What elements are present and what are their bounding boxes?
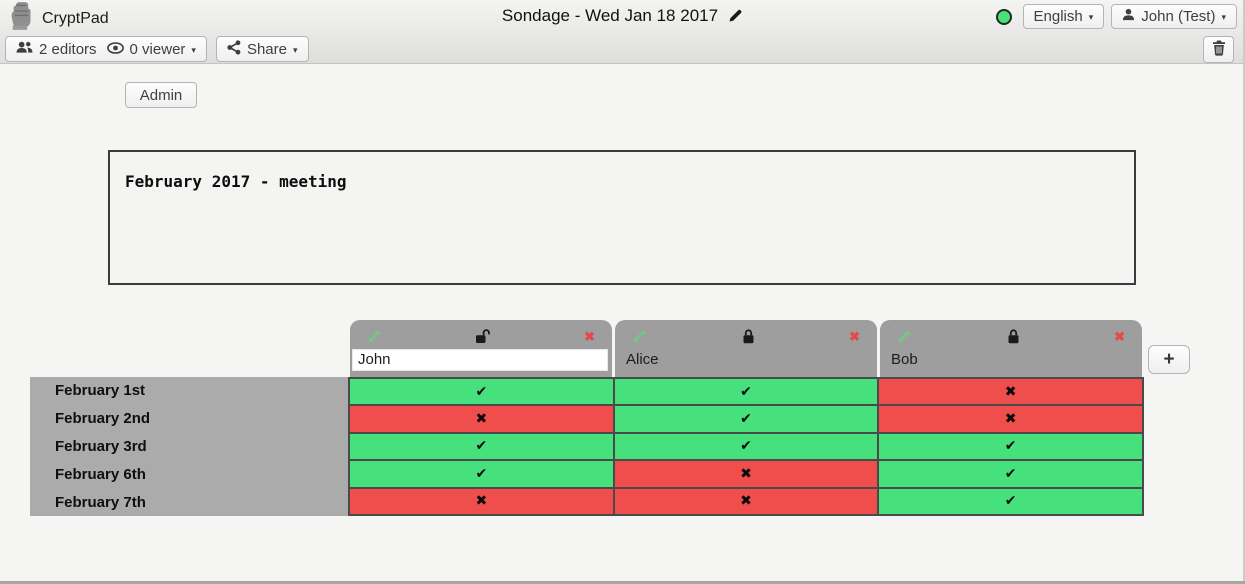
poll-vote-cell-no[interactable]: ✖ [879, 379, 1142, 405]
poll-vote-cell-yes[interactable]: ✔ [350, 379, 613, 405]
poll-column-tab: ✖ Bob [880, 320, 1142, 377]
column-name-input[interactable] [352, 348, 608, 371]
poll-row-label: February 3rd [55, 437, 147, 455]
remove-column-icon[interactable]: ✖ [1114, 329, 1125, 344]
poll-description-textarea[interactable]: February 2017 - meeting [108, 150, 1136, 285]
remove-column-icon[interactable]: ✖ [849, 329, 860, 344]
poll-row-label: February 7th [55, 493, 146, 511]
document-title: Sondage - Wed Jan 18 2017 [501, 6, 719, 25]
window-right-edge [1243, 0, 1245, 584]
user-icon [1122, 8, 1135, 25]
column-name-label: Bob [891, 351, 918, 368]
admin-button[interactable]: Admin [125, 82, 197, 108]
window-bottom-edge [0, 581, 1245, 584]
poll-vote-cell-no[interactable]: ✖ [614, 461, 878, 487]
rename-pencil-icon[interactable] [727, 8, 743, 24]
poll-vote-grid: ✔ ✔ ✖ ✖ ✔ ✖ ✔ ✔ ✔ ✔ ✖ ✔ ✖ ✖ ✔ [348, 377, 1144, 516]
lock-closed-icon[interactable] [1007, 329, 1020, 344]
lock-open-icon[interactable] [475, 329, 492, 344]
document-title-area: Sondage - Wed Jan 18 2017 [502, 0, 743, 32]
toolbar-left-buttons: 2 editors 0 viewer ▾ [5, 36, 309, 62]
toolbar: CryptPad Sondage - Wed Jan 18 2017 Engli… [0, 0, 1245, 64]
connection-status-dot [995, 8, 1012, 25]
chevron-down-icon: ▾ [1221, 12, 1226, 22]
chevron-down-icon: ▾ [1088, 12, 1094, 22]
poll-row-labels: February 1st February 2nd February 3rd Febr… [30, 377, 348, 516]
share-dropdown[interactable]: Share ▾ [215, 36, 309, 62]
poll-vote-cell-yes[interactable]: ✔ [350, 461, 613, 487]
edit-column-pencil-icon[interactable] [367, 329, 382, 344]
poll-vote-cell-no[interactable]: ✖ [614, 488, 878, 514]
poll-vote-cell-yes[interactable]: ✔ [614, 433, 878, 460]
poll-vote-cell-yes[interactable]: ✔ [879, 488, 1142, 514]
poll-row-label: February 6th [55, 465, 146, 483]
lock-closed-icon[interactable] [742, 329, 755, 344]
poll-vote-cell-yes[interactable]: ✔ [879, 461, 1142, 487]
poll-vote-cell-no[interactable]: ✖ [350, 406, 613, 432]
viewers-eye-icon [106, 41, 124, 58]
user-label: John (Test) [1141, 8, 1216, 25]
column-name-label: Alice [626, 351, 659, 368]
poll-row-label: February 1st [55, 382, 146, 400]
trash-button[interactable] [1203, 36, 1234, 63]
poll-vote-cell-no[interactable]: ✖ [879, 406, 1142, 432]
toolbar-row-top: CryptPad Sondage - Wed Jan 18 2017 Engli… [0, 0, 1245, 32]
users-viewers-dropdown[interactable]: 2 editors 0 viewer ▾ [5, 36, 207, 62]
editors-icon [16, 40, 33, 58]
edit-column-pencil-icon[interactable] [897, 329, 912, 344]
user-menu-dropdown[interactable]: John (Test) ▾ [1111, 4, 1237, 29]
remove-column-icon[interactable]: ✖ [584, 329, 595, 344]
cryptpad-fist-icon [7, 1, 34, 36]
share-icon [227, 39, 241, 59]
poll-vote-cell-yes[interactable]: ✔ [614, 406, 878, 432]
poll-column-tab: ✖ Alice [615, 320, 877, 377]
poll-vote-cell-yes[interactable]: ✔ [879, 433, 1142, 460]
poll-vote-cell-no[interactable]: ✖ [350, 488, 613, 514]
edit-column-pencil-icon[interactable] [632, 329, 647, 344]
poll-vote-cell-yes[interactable]: ✔ [350, 433, 613, 460]
toolbar-right: English ▾ John (Test) ▾ [995, 4, 1237, 29]
poll-column-tab: ✖ [350, 320, 612, 377]
toolbar-row-bottom: 2 editors 0 viewer ▾ [0, 32, 1245, 63]
trash-icon [1212, 40, 1226, 60]
chevron-down-icon: ▾ [191, 44, 196, 55]
language-label: English [1033, 8, 1083, 25]
poll-vote-cell-yes[interactable]: ✔ [614, 379, 878, 405]
add-column-button[interactable]: + [1148, 345, 1190, 374]
viewers-count-label: 0 viewer [129, 40, 186, 58]
app-name: CryptPad [42, 9, 109, 27]
share-label: Share [246, 40, 287, 58]
poll-row-label: February 2nd [55, 410, 151, 428]
chevron-down-icon: ▾ [292, 44, 298, 55]
language-dropdown[interactable]: English ▾ [1022, 4, 1105, 29]
editors-count-label: 2 editors [39, 40, 97, 58]
cryptpad-logo[interactable]: CryptPad [7, 1, 109, 36]
